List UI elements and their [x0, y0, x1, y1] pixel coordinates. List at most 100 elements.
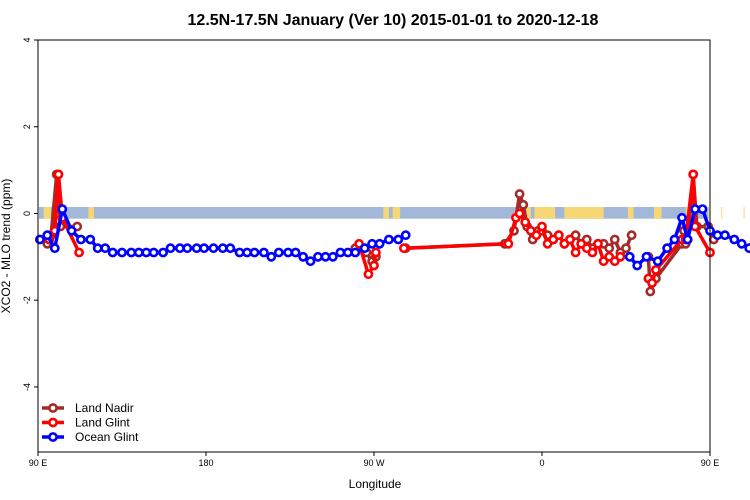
data-point: [273, 247, 284, 258]
data-point: [621, 243, 631, 254]
data-point: [57, 204, 68, 214]
y-tick-label: 2: [22, 124, 32, 129]
legend-swatch-point: [48, 417, 58, 428]
data-point: [367, 238, 377, 249]
data-point: [298, 251, 308, 262]
y-tick-label: -4: [22, 383, 32, 391]
data-point: [35, 234, 45, 245]
data-point: [158, 247, 168, 258]
data-point: [624, 251, 635, 262]
land-segment: [708, 206, 710, 219]
x-tick-label: 90 W: [363, 458, 385, 468]
data-point: [234, 247, 245, 258]
data-point: [537, 221, 547, 232]
data-point: [400, 230, 411, 241]
data-point: [645, 286, 656, 297]
data-point: [225, 243, 236, 254]
data-point: [720, 230, 730, 241]
data-point: [208, 243, 219, 254]
data-point: [570, 247, 581, 258]
data-point: [688, 169, 699, 180]
data-point: [641, 251, 652, 262]
data-point: [374, 238, 385, 249]
chart-title: 12.5N-17.5N January (Ver 10) 2015-01-01 …: [188, 12, 599, 29]
data-point: [398, 243, 409, 254]
land-segment: [564, 206, 604, 219]
data-point: [305, 256, 316, 267]
data-point: [92, 243, 103, 254]
data-point: [651, 264, 661, 275]
data-point: [327, 251, 338, 262]
data-point: [53, 169, 64, 180]
land-segment: [88, 206, 94, 219]
plot-area: [35, 39, 750, 453]
land-segment: [685, 206, 688, 219]
data-point: [609, 234, 620, 245]
land-segment: [654, 206, 662, 219]
data-point: [85, 234, 96, 245]
series-land-glint: [44, 169, 715, 288]
x-tick-label: 180: [198, 458, 213, 468]
data-point: [647, 277, 657, 288]
x-axis-label: Longitude: [349, 477, 402, 491]
data-point: [615, 251, 626, 262]
data-point: [632, 260, 643, 271]
data-point: [677, 212, 687, 223]
data-point: [266, 251, 277, 262]
y-tick-label: 4: [22, 37, 32, 42]
data-point: [133, 247, 144, 258]
data-point: [74, 247, 84, 258]
data-point: [313, 251, 323, 262]
y-axis: 4 2 0 -2 -4: [22, 37, 38, 391]
data-point: [514, 189, 525, 199]
data-point: [258, 247, 269, 258]
x-axis: 90 E 180 90 W 0 90 E: [29, 452, 719, 468]
data-point: [370, 247, 381, 258]
series-land-nadir: [42, 169, 719, 297]
data-point: [393, 234, 404, 245]
y-tick-label: -2: [22, 296, 32, 304]
land-segment: [743, 206, 745, 219]
data-point: [697, 204, 708, 214]
data-point: [350, 247, 361, 258]
data-point: [217, 243, 228, 254]
data-point: [182, 243, 193, 254]
data-point: [76, 234, 86, 245]
data-point: [148, 247, 159, 258]
data-point: [520, 217, 531, 227]
data-point: [587, 247, 598, 258]
series-ocean-glint: [35, 204, 750, 271]
series-layer: [35, 169, 750, 297]
data-point: [626, 230, 637, 241]
land-segment: [534, 206, 556, 219]
data-point: [100, 243, 111, 254]
land-segment: [383, 206, 389, 219]
ocean-band: [39, 206, 709, 219]
legend-label: Land Glint: [75, 416, 130, 430]
data-point: [514, 208, 525, 219]
data-point: [363, 269, 374, 280]
y-tick-label: 0: [22, 211, 32, 216]
data-point: [290, 247, 301, 258]
data-point: [503, 238, 514, 249]
data-point: [335, 247, 346, 258]
land-segment: [721, 206, 723, 219]
y-axis-label: XCO2 - MLO trend (ppm): [0, 179, 13, 314]
data-point: [682, 234, 693, 245]
data-point: [531, 230, 542, 241]
land-segment: [392, 206, 401, 219]
data-point: [107, 247, 118, 258]
data-point: [729, 234, 740, 245]
x-tick-label: 90 E: [29, 458, 48, 468]
land-segment: [525, 206, 531, 219]
data-point: [669, 234, 680, 245]
data-point: [518, 199, 529, 210]
data-point: [744, 243, 750, 254]
data-point: [662, 243, 672, 254]
data-point: [604, 243, 615, 254]
data-point: [126, 247, 137, 258]
series-line: [357, 243, 378, 276]
data-point: [565, 234, 575, 245]
legend-label: Land Nadir: [75, 401, 134, 415]
